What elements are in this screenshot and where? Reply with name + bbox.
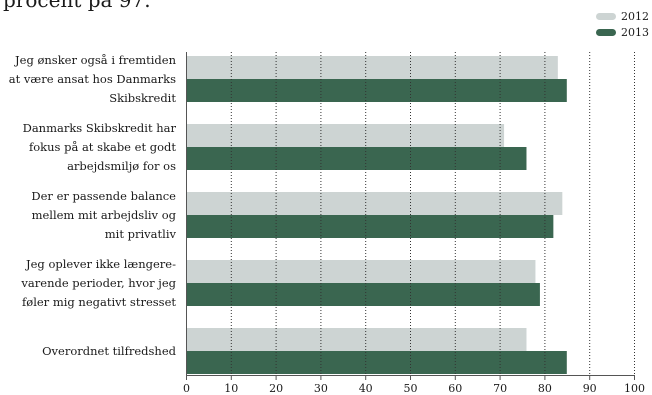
bar-2012-5 [186,328,527,351]
category-label-1-line-1: Jeg ønsker også i fremtiden [14,53,177,67]
category-label-1-line-3: Skibskredit [109,91,176,105]
category-label-2-line-2: fokus på at skabe et godt [29,140,176,154]
legend-item-2013: 2013 [596,24,649,40]
tick-label-90: 90 [583,382,597,395]
category-label-4-line-2: varende perioder, hvor jeg [20,276,176,290]
intro-text: procent på 97. [3,0,151,12]
tick-label-100: 100 [624,382,645,395]
bar-2013-2 [186,147,527,170]
legend-label-2012: 2012 [621,9,649,23]
bar-2012-4 [186,260,536,283]
tick-label-30: 30 [314,382,328,395]
category-label-1-line-2: at være ansat hos Danmarks [9,72,176,86]
bar-2012-1 [186,56,558,79]
category-label-4-line-1: Jeg oplever ikke længere- [25,257,176,271]
category-label-3-line-2: mellem mit arbejdsliv og [32,208,177,222]
tick-label-70: 70 [493,382,507,395]
legend-label-2013: 2013 [621,25,649,39]
legend: 2012 2013 [596,8,649,40]
tick-label-0: 0 [183,382,190,395]
legend-swatch-2012 [596,12,616,20]
tick-label-60: 60 [448,382,462,395]
bar-2013-3 [186,215,554,238]
tick-label-80: 80 [538,382,552,395]
bar-2012-2 [186,124,505,147]
category-label-3-line-3: mit privatliv [105,227,177,241]
bar-2012-3 [186,192,563,215]
legend-item-2012: 2012 [596,8,649,24]
legend-swatch-2013 [596,28,616,36]
tick-label-40: 40 [359,382,373,395]
tick-label-50: 50 [404,382,418,395]
category-label-2-line-1: Danmarks Skibskredit har [23,121,177,135]
category-label-3-line-1: Der er passende balance [31,189,176,203]
category-label-4-line-3: føler mig negativt stresset [22,295,176,309]
bar-2013-1 [186,79,567,102]
bar-2013-4 [186,283,540,306]
bar-2013-5 [186,351,567,374]
tick-label-20: 20 [269,382,283,395]
category-label-2-line-3: arbejdsmiljø for os [67,159,176,173]
tick-label-10: 10 [224,382,238,395]
category-label-5-line-1: Overordnet tilfredshed [42,344,177,358]
